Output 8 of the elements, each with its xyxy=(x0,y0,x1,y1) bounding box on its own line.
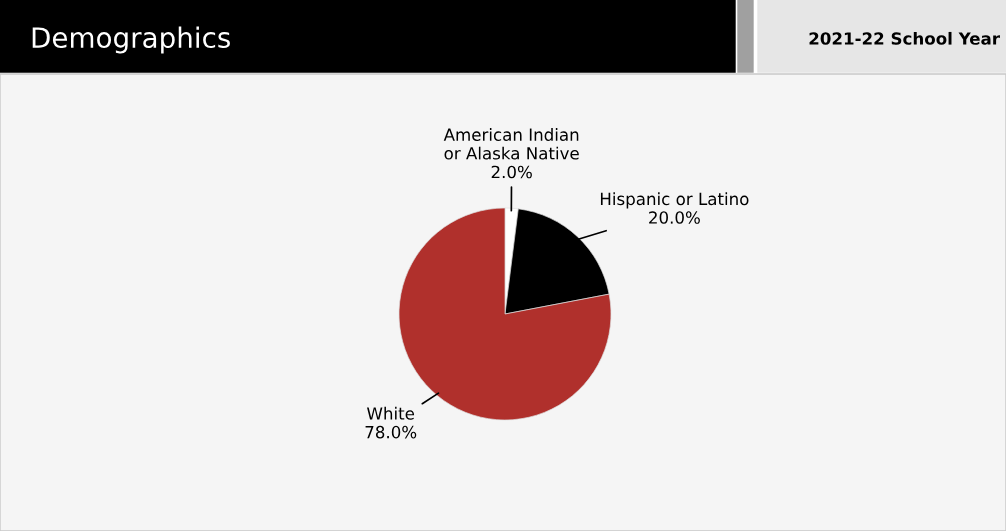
data-label: 20.0% xyxy=(649,211,700,224)
text: 2021-22 School Year xyxy=(809,31,1000,45)
slice-label: Hispanic or Latino xyxy=(600,192,749,209)
data-label: 78.0% xyxy=(365,425,417,439)
slice-label: American Indian or Alaska Native xyxy=(443,128,579,160)
text: Demographics xyxy=(32,26,230,54)
data-label: 2.0% xyxy=(491,165,532,179)
slice-label: White xyxy=(367,406,415,420)
